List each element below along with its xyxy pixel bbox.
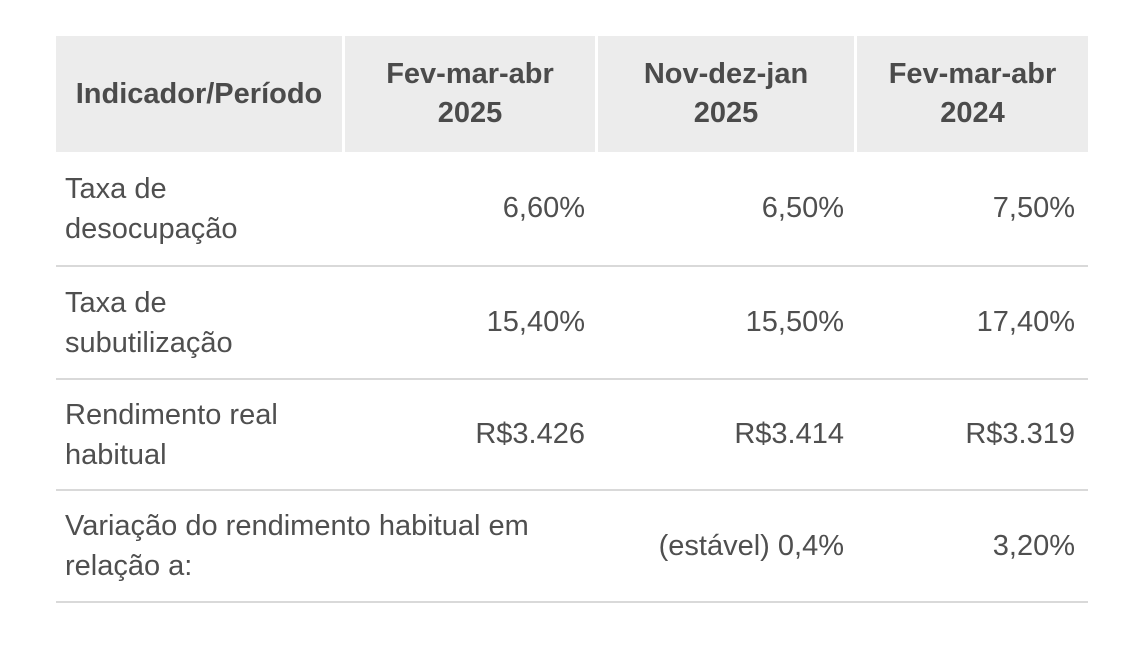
cell-value: R$3.426: [475, 418, 585, 450]
cell-value: R$3.319: [965, 418, 1075, 450]
cell-value: 7,50%: [992, 192, 1075, 224]
row-label-line2: subutilização: [65, 326, 233, 359]
table-row-taxa-desocupacao: Taxa de desocupação 6,60% 6,50% 7,50%: [56, 152, 1088, 267]
table-header-row: Indicador/Período Fev-mar-abr 2025 Nov-d…: [56, 36, 1088, 152]
cell-value: (estável) 0,4%: [658, 529, 844, 562]
cell-value: 15,50%: [745, 306, 844, 338]
column-header-label: Indicador/Período: [75, 77, 323, 110]
column-header-label-line1: Fev-mar-abr: [386, 58, 554, 90]
table-row-rendimento-real: Rendimento real habitual R$3.426 R$3.414…: [56, 380, 1088, 491]
column-header-label-line1: Nov-dez-jan: [643, 58, 809, 90]
cell-value: 6,60%: [502, 192, 585, 224]
column-header-label-line1: Fev-mar-abr: [888, 58, 1057, 90]
cell-value: R$3.414: [734, 418, 844, 450]
cell-value: 17,40%: [976, 306, 1075, 338]
indicators-table: Indicador/Período Fev-mar-abr 2025 Nov-d…: [56, 36, 1088, 603]
column-header-label-line2: 2024: [940, 97, 1005, 129]
row-label: Taxa de subutilização: [56, 283, 345, 363]
row-label-line1: Rendimento real: [65, 398, 278, 431]
table-row-taxa-subutilizacao: Taxa de subutilização 15,40% 15,50% 17,4…: [56, 267, 1088, 380]
column-header-indicador-periodo: Indicador/Período: [56, 36, 342, 152]
row-label-line2: relação a:: [65, 550, 193, 582]
row-label-line2: desocupação: [65, 212, 238, 245]
cell-value: 3,20%: [992, 529, 1075, 562]
column-header-nov-dez-jan-2025: Nov-dez-jan 2025: [598, 36, 854, 152]
row-label-line2: habitual: [65, 438, 167, 471]
table-row-variacao-rendimento: Variação do rendimento habitual em relaç…: [56, 491, 1088, 603]
row-label-line1: Taxa de: [65, 172, 167, 205]
row-label: Taxa de desocupação: [56, 169, 345, 249]
row-label: Variação do rendimento habitual em relaç…: [56, 506, 598, 586]
column-header-fev-mar-abr-2024: Fev-mar-abr 2024: [857, 36, 1088, 152]
column-header-label-line2: 2025: [437, 97, 503, 129]
cell-value: 6,50%: [761, 192, 844, 224]
row-label-line1: Variação do rendimento habitual em: [65, 510, 529, 542]
row-label-line1: Taxa de: [65, 286, 167, 319]
cell-value: 15,40%: [486, 306, 585, 338]
column-header-fev-mar-abr-2025: Fev-mar-abr 2025: [345, 36, 595, 152]
column-header-label-line2: 2025: [693, 97, 759, 129]
row-label: Rendimento real habitual: [56, 395, 345, 475]
